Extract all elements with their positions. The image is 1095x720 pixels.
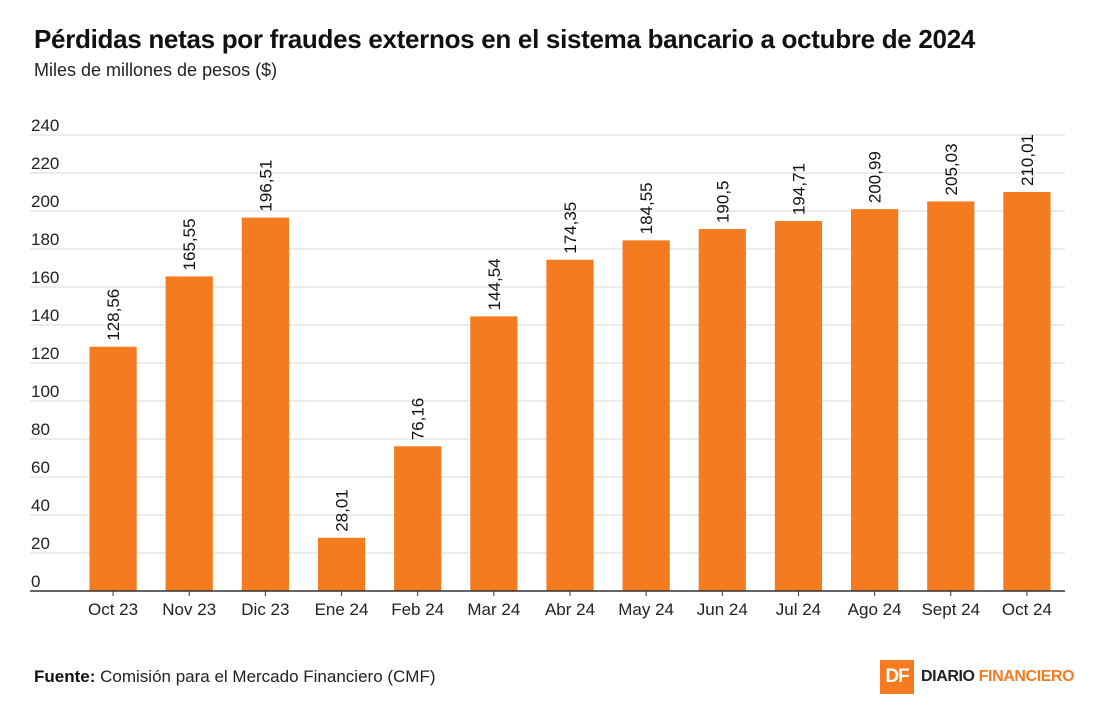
chart-subtitle: Miles de millones de pesos ($) <box>34 60 278 80</box>
bar-dic-23 <box>241 217 289 592</box>
logo-word-1: DIARIO <box>921 668 979 685</box>
bar-oct-23 <box>89 346 137 591</box>
value-label: 196,51 <box>256 160 275 212</box>
value-labels: 128,56 165,55 196,51 28,01 76,16 144,54 174,35… <box>104 134 1037 532</box>
value-label: 194,71 <box>789 163 808 215</box>
x-tick-label: Ago 24 <box>848 600 902 619</box>
bar-ago-24 <box>851 209 899 591</box>
bar-feb-24 <box>394 446 442 591</box>
y-tick-label: 0 <box>31 572 40 591</box>
x-tick-label: Nov 23 <box>162 600 216 619</box>
bar-chart: 0 20 40 60 80 100 120 140 160 180 200 220 240 128,56… <box>30 116 1065 619</box>
y-tick-label: 20 <box>31 534 50 553</box>
y-tick-label: 140 <box>31 306 59 325</box>
value-label: 190,5 <box>713 181 732 224</box>
logo-mark: DF <box>880 660 914 694</box>
x-tick-label: Dic 23 <box>241 600 289 619</box>
x-tick-label: Jun 24 <box>697 600 748 619</box>
value-label: 184,55 <box>637 182 656 234</box>
y-tick-label: 80 <box>31 420 50 439</box>
logo-wordmark: DIARIO FINANCIERO <box>921 668 1075 686</box>
bar-jun-24 <box>698 229 746 592</box>
x-tick-label: Feb 24 <box>391 600 444 619</box>
value-label: 144,54 <box>485 258 504 310</box>
bar-nov-23 <box>165 276 213 591</box>
source-text: Comisión para el Mercado Financiero (CMF… <box>100 667 436 686</box>
diario-financiero-logo: DF DIARIO FINANCIERO <box>880 660 1075 694</box>
y-tick-label: 60 <box>31 458 50 477</box>
y-tick-label: 200 <box>31 192 59 211</box>
bar-abr-24 <box>546 259 594 591</box>
y-tick-label: 100 <box>31 382 59 401</box>
x-tick-label: Oct 23 <box>88 600 138 619</box>
bar-jul-24 <box>774 221 823 591</box>
value-label: 165,55 <box>180 218 199 270</box>
y-tick-label: 120 <box>31 344 59 363</box>
value-label: 28,01 <box>333 489 352 532</box>
x-tick-label: Mar 24 <box>467 600 520 619</box>
y-tick-label: 40 <box>31 496 50 515</box>
value-label: 174,35 <box>561 202 580 254</box>
x-tick-label: Oct 24 <box>1002 600 1052 619</box>
bar-ene-24 <box>317 537 366 591</box>
x-axis-ticks: Oct 23 Nov 23 Dic 23 Ene 24 Feb 24 Mar 24 Abr … <box>88 591 1052 619</box>
x-tick-label: Abr 24 <box>545 600 595 619</box>
source-note: Fuente: Comisión para el Mercado Financi… <box>34 667 436 687</box>
value-label: 200,99 <box>866 151 885 203</box>
value-label: 128,56 <box>104 289 123 341</box>
logo-word-2: FINANCIERO <box>978 668 1075 685</box>
y-tick-label: 160 <box>31 268 59 287</box>
y-tick-label: 180 <box>31 230 59 249</box>
chart-title: Pérdidas netas por fraudes externos en e… <box>34 24 976 54</box>
bars <box>89 191 1051 592</box>
value-label: 205,03 <box>942 143 961 195</box>
y-axis-ticks: 0 20 40 60 80 100 120 140 160 180 200 220 240 <box>31 116 59 591</box>
bar-may-24 <box>622 240 670 592</box>
value-label: 210,01 <box>1018 134 1037 186</box>
bar-mar-24 <box>470 316 518 591</box>
y-tick-label: 240 <box>31 116 59 135</box>
bar-sept-24 <box>927 201 975 591</box>
x-tick-label: Ene 24 <box>315 600 369 619</box>
x-tick-label: May 24 <box>618 600 674 619</box>
value-label: 76,16 <box>409 398 428 441</box>
y-tick-label: 220 <box>31 154 59 173</box>
x-tick-label: Sept 24 <box>921 600 980 619</box>
x-tick-label: Jul 24 <box>776 600 821 619</box>
bar-oct-24 <box>1003 191 1051 591</box>
source-label: Fuente: <box>34 667 96 686</box>
